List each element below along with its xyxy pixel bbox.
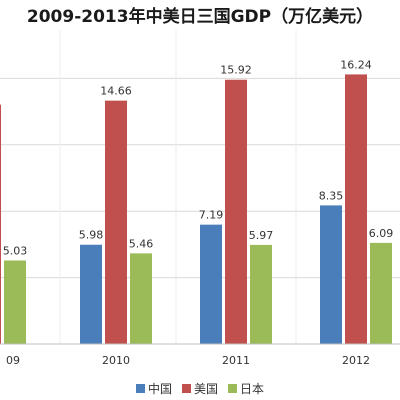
- bar-中国-2012: [320, 205, 342, 344]
- data-label: 15.92: [220, 64, 252, 77]
- bar-日本-2010: [130, 253, 152, 344]
- bar-美国-2009: [0, 104, 1, 345]
- bar-日本-2012: [370, 242, 392, 344]
- bar-中国-2010: [80, 244, 102, 344]
- bar-日本-2009: [4, 260, 26, 344]
- data-label: 5.46: [129, 237, 154, 250]
- data-label: 5.03: [3, 245, 28, 258]
- chart-legend: 中国 美国 日本: [0, 380, 400, 397]
- bar-中国-2011: [200, 224, 222, 344]
- x-tick-label: 09: [6, 354, 20, 367]
- x-tick-label: 2012: [342, 354, 370, 367]
- legend-label: 美国: [193, 382, 218, 396]
- legend-item: 日本: [228, 380, 264, 397]
- legend-swatch: [228, 384, 237, 393]
- legend-swatch: [135, 384, 145, 393]
- data-label: 7.19: [199, 209, 224, 222]
- x-tick-label: 2010: [102, 354, 130, 367]
- chart-title: 2009-2013年中美日三国GDP（万亿美元）: [26, 7, 374, 27]
- legend-item: 美国: [181, 380, 218, 397]
- bar-美国-2012: [345, 74, 367, 344]
- legend-label: 日本: [240, 382, 265, 396]
- bar-美国-2010: [105, 100, 127, 344]
- data-label: 16.24: [340, 58, 372, 71]
- legend-swatch: [181, 384, 191, 393]
- data-label: 5.98: [79, 229, 104, 242]
- legend-label: 中国: [147, 382, 172, 396]
- data-label: 14.66: [100, 85, 132, 98]
- bar-美国-2011: [225, 79, 247, 344]
- legend-item: 中国: [135, 380, 172, 397]
- data-label: 8.35: [319, 189, 344, 202]
- x-tick-label: 2011: [222, 354, 250, 367]
- bar-日本-2011: [250, 244, 272, 344]
- data-label: 5.97: [249, 229, 274, 242]
- data-label: 6.09: [369, 227, 394, 240]
